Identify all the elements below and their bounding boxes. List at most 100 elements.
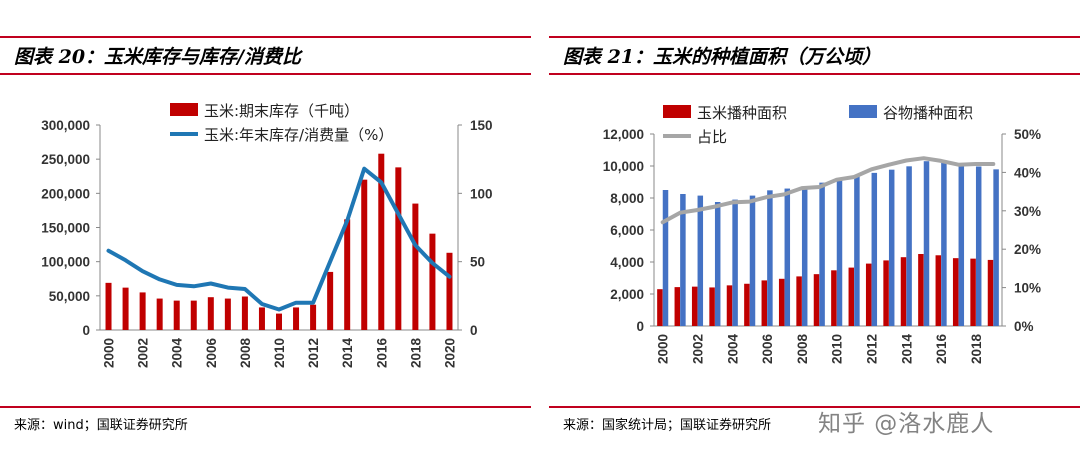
legend-label: 谷物播种面积 <box>883 104 973 122</box>
bar <box>709 287 715 326</box>
bar <box>241 296 248 330</box>
legend-label: 玉米:期末库存（千吨） <box>204 102 359 120</box>
legend-label: 占比 <box>697 128 727 146</box>
y-left-tick-label: 300,000 <box>41 118 90 133</box>
figure-20-source: 来源：wind；国联证券研究所 <box>14 418 188 433</box>
bar <box>871 172 878 326</box>
x-tick-label: 2018 <box>969 334 984 365</box>
x-tick-label: 2014 <box>899 334 914 365</box>
x-tick-label: 2002 <box>136 338 151 368</box>
x-tick-label: 2004 <box>170 338 185 369</box>
x-tick-label: 2016 <box>374 338 389 369</box>
x-tick-label: 2012 <box>306 338 321 368</box>
figure-21-source: 来源：国家统计局；国联证券研究所 <box>563 418 772 433</box>
bar <box>122 287 129 330</box>
bar <box>958 164 965 326</box>
x-tick-label: 2010 <box>272 338 287 368</box>
legend-swatch <box>663 105 691 118</box>
bar <box>732 199 738 326</box>
y-left-tick-label: 50,000 <box>49 289 90 304</box>
x-tick-label: 2008 <box>238 338 253 369</box>
y-right-tick-label: 0% <box>1014 319 1034 334</box>
figure-21-title: 图表 21：玉米的种植面积（万公顷） <box>563 46 882 68</box>
y-left-tick-label: 150,000 <box>41 221 90 236</box>
bar <box>813 274 820 326</box>
figure-20-title: 图表 20：玉米库存与库存/消费比 <box>14 46 301 68</box>
bar <box>784 188 791 326</box>
y-right-tick-label: 100 <box>470 186 493 201</box>
x-tick-label: 2002 <box>691 334 706 364</box>
x-tick-label: 2016 <box>934 334 949 365</box>
bar <box>906 166 912 326</box>
top-rule <box>549 36 1080 38</box>
x-tick-label: 2000 <box>102 338 117 368</box>
bar <box>767 190 773 326</box>
bar <box>918 254 924 326</box>
y-right-tick-label: 150 <box>470 118 493 133</box>
bar <box>726 285 733 326</box>
bar <box>258 307 265 330</box>
bar <box>173 300 180 330</box>
title-rule <box>549 73 1080 75</box>
y-left-tick-label: 6,000 <box>610 223 644 238</box>
x-tick-label: 2018 <box>408 338 423 369</box>
top-rule <box>0 36 531 38</box>
bar <box>854 175 860 326</box>
bar <box>941 161 947 326</box>
y-left-tick-label: 0 <box>636 319 644 334</box>
bar <box>662 190 669 326</box>
x-tick-label: 2000 <box>656 334 671 364</box>
bar <box>139 292 146 330</box>
bottom-rule <box>549 406 1080 408</box>
bar <box>361 179 368 330</box>
bar <box>327 271 334 330</box>
bar <box>276 313 282 330</box>
bar <box>993 169 999 326</box>
watermark: 知乎 @洛水鹿人 <box>818 411 995 437</box>
title-rule <box>0 73 531 75</box>
y-right-tick-label: 20% <box>1014 242 1041 257</box>
bar <box>156 298 163 330</box>
bar <box>224 298 231 330</box>
bar <box>395 167 402 330</box>
bar <box>412 203 419 330</box>
x-tick-label: 2004 <box>725 334 740 365</box>
y-right-tick-label: 50% <box>1014 127 1041 142</box>
x-tick-label: 2006 <box>760 334 775 365</box>
bar <box>744 283 750 326</box>
x-tick-label: 2020 <box>442 338 457 368</box>
bar <box>831 270 837 326</box>
bar <box>935 255 942 326</box>
bar <box>429 233 436 330</box>
y-right-tick-label: 10% <box>1014 281 1041 296</box>
bar <box>190 300 197 330</box>
bar <box>761 280 768 326</box>
bar <box>778 278 785 326</box>
y-left-tick-label: 8,000 <box>610 191 644 206</box>
bar <box>923 161 930 326</box>
legend-swatch <box>849 105 877 118</box>
figure-21-chart: 0 2,000 4,000 6,000 8,000 10,000 12,000 0% 10% 20… <box>603 104 1041 365</box>
bar <box>970 258 976 326</box>
legend-swatch <box>170 103 198 116</box>
figure-20-panel: 图表 20：玉米库存与库存/消费比 0 50,000 100,000 150,000 2… <box>0 0 531 467</box>
figure-21-panel: 图表 21：玉米的种植面积（万公顷） 0 2,000 4,000 6,000 8,000… <box>549 0 1080 467</box>
x-tick-label: 2010 <box>830 334 845 364</box>
y-right-tick-label: 40% <box>1014 165 1041 180</box>
bar <box>105 282 112 330</box>
bar <box>952 258 959 326</box>
bar <box>975 166 982 326</box>
bottom-rule <box>0 406 531 408</box>
legend-label: 玉米播种面积 <box>697 104 787 122</box>
bar <box>796 276 802 326</box>
y-left-tick-label: 0 <box>82 323 90 338</box>
bar <box>207 297 214 330</box>
bar <box>714 202 721 326</box>
bar <box>865 263 872 326</box>
y-left-tick-label: 200,000 <box>41 186 90 201</box>
y-right-tick-label: 50 <box>470 255 485 270</box>
y-left-tick-label: 250,000 <box>41 152 90 167</box>
bar <box>680 194 686 326</box>
y-right-tick-label: 30% <box>1014 204 1041 219</box>
bar <box>657 289 663 326</box>
